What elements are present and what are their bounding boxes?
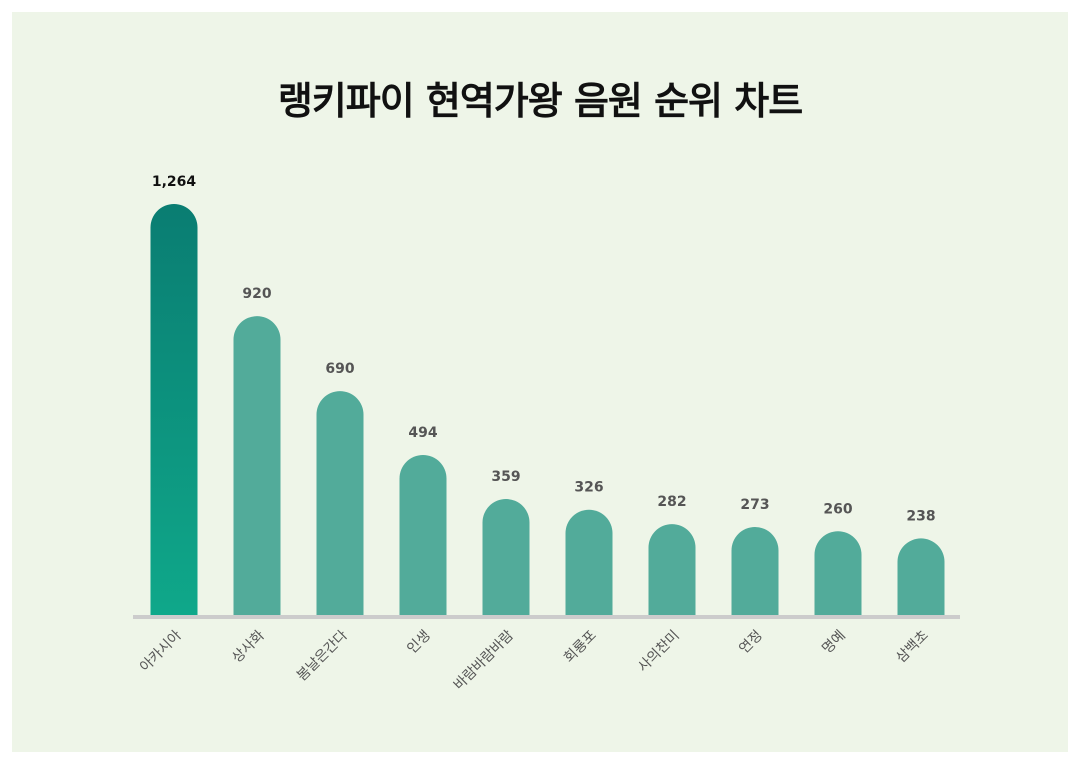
category-label: 사의찬미 <box>635 628 683 676</box>
value-label: 260 <box>823 501 852 517</box>
value-label: 238 <box>906 508 935 524</box>
value-label: 494 <box>408 425 437 441</box>
category-label: 회룡포 <box>561 627 600 666</box>
category-label: 봄날은간다 <box>294 627 351 684</box>
category-label: 바람바람바람 <box>451 627 517 693</box>
value-label: 920 <box>242 286 271 302</box>
value-label: 690 <box>325 361 354 377</box>
bar-바람바람바람 <box>482 498 530 616</box>
category-label: 인생 <box>404 628 434 658</box>
value-label: 282 <box>657 494 686 510</box>
chart-title: 랭키파이 현역가왕 음원 순위 차트 <box>277 79 803 123</box>
category-label: 연정 <box>736 628 766 658</box>
bar-상사화 <box>233 316 281 616</box>
value-label: 1,264 <box>152 174 197 190</box>
bar-삼백초 <box>897 538 945 616</box>
bar-아카시아 <box>150 204 198 616</box>
category-label: 상사화 <box>229 627 268 666</box>
category-label: 삼백초 <box>893 627 932 666</box>
value-label: 273 <box>740 497 769 513</box>
bar-연정 <box>731 527 779 616</box>
value-label: 326 <box>574 480 603 496</box>
value-label: 359 <box>491 469 520 485</box>
bar-봄날은간다 <box>316 391 364 616</box>
bar-인생 <box>399 454 447 616</box>
category-label: 아카시아 <box>137 627 185 675</box>
bar-명예 <box>814 531 862 616</box>
bar-회룡포 <box>565 509 613 616</box>
category-label: 명예 <box>819 628 849 658</box>
bar-사의찬미 <box>648 524 696 616</box>
